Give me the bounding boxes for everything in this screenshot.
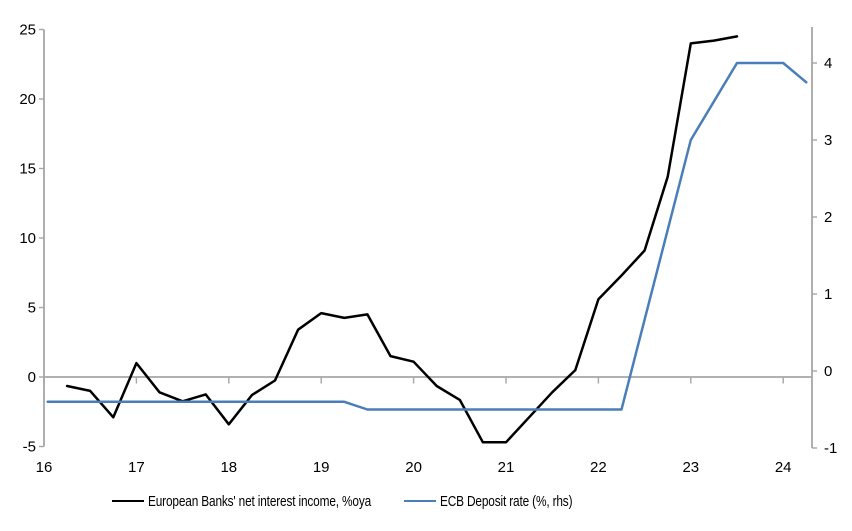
left-axis-tick-label: 25 <box>19 22 36 39</box>
legend-label-net-interest-income: European Banks' net interest income, %oy… <box>148 492 372 510</box>
x-tick-label: 24 <box>775 459 792 476</box>
right-axis-tick-label: 0 <box>824 363 832 380</box>
x-tick-label: 17 <box>128 459 145 476</box>
net-interest-income-line <box>65 35 739 444</box>
right-axis-tick-label: 1 <box>824 286 832 303</box>
x-tick-label: 22 <box>590 459 607 476</box>
black-line-swatch <box>112 499 144 503</box>
left-axis-tick-label: 5 <box>28 300 36 317</box>
x-tick-label: 18 <box>220 459 237 476</box>
legend: European Banks' net interest income, %oy… <box>0 492 852 514</box>
x-tick-label: 21 <box>498 459 515 476</box>
left-axis-tick-label: 10 <box>19 230 36 247</box>
ecb-deposit-rate-line <box>46 61 808 411</box>
x-tick-label: 16 <box>36 459 53 476</box>
right-axis-tick-label: 4 <box>824 55 832 72</box>
x-tick-label: 20 <box>405 459 422 476</box>
legend-item-net-interest-income: European Banks' net interest income, %oy… <box>112 492 430 510</box>
x-tick-label: 19 <box>313 459 330 476</box>
blue-line-swatch <box>404 499 436 503</box>
left-axis-tick-label: -5 <box>23 439 36 456</box>
left-axis-tick-label: 15 <box>19 161 36 178</box>
legend-item-ecb-deposit-rate: ECB Deposit rate (%, rhs) <box>404 492 608 510</box>
right-axis-tick-label: -1 <box>824 440 837 457</box>
left-axis-tick-label: 20 <box>19 91 36 108</box>
x-tick-label: 23 <box>682 459 699 476</box>
right-axis-tick-label: 3 <box>824 132 832 149</box>
right-axis-tick-label: 2 <box>824 209 832 226</box>
legend-label-ecb-deposit-rate: ECB Deposit rate (%, rhs) <box>440 492 573 510</box>
left-axis-tick-label: 0 <box>28 369 36 386</box>
